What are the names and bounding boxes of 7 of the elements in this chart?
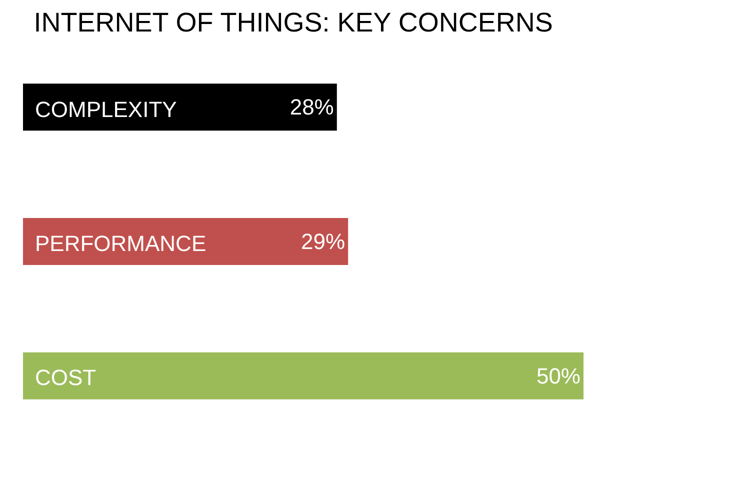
data-label: 28% <box>290 94 334 120</box>
data-label: 50% <box>536 363 580 388</box>
y-tick-label: COST <box>35 365 96 390</box>
y-tick-label: COMPLEXITY <box>35 97 178 122</box>
y-tick-label: PERFORMANCE <box>35 231 206 256</box>
data-label: 29% <box>301 229 346 254</box>
chart-title: INTERNET OF THINGS: KEY CONCERNS <box>34 8 553 38</box>
